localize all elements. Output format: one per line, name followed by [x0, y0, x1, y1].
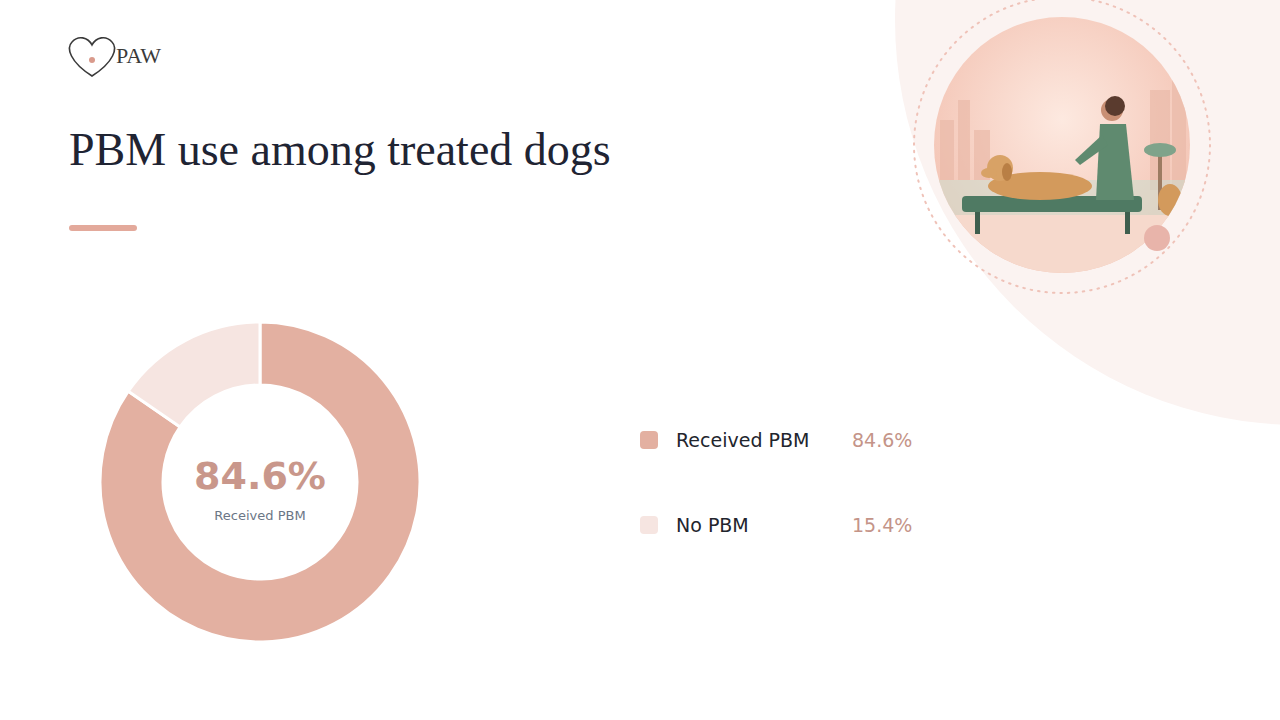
dog-ear	[1002, 163, 1012, 181]
legend: Received PBM 84.6% No PBM 15.4%	[640, 429, 912, 536]
logo-heart	[69, 38, 114, 76]
chart-root: PAWPBM use among treated dogs84.6%Receiv…	[0, 0, 1280, 720]
person-arm	[1075, 135, 1108, 165]
center-label: Received PBM	[214, 508, 305, 523]
person-hair	[1105, 96, 1125, 116]
title-accent	[69, 225, 137, 231]
dog-snout	[981, 168, 997, 178]
illustration-ring	[914, 0, 1210, 293]
canvas: PAWPBM use among treated dogs84.6%Receiv…	[0, 0, 1280, 720]
illustration	[914, 0, 1210, 293]
skyline-building	[958, 100, 970, 180]
palm-leaves	[1144, 143, 1176, 157]
legend-item: Received PBM 84.6%	[640, 429, 912, 451]
donut-slice	[100, 322, 420, 642]
small-dog	[1158, 184, 1182, 216]
title: PBM use among treated dogs	[69, 124, 611, 175]
table-leg	[1125, 212, 1130, 234]
logo-text: PAW	[116, 43, 161, 68]
legend-item: No PBM 15.4%	[640, 514, 912, 536]
legend-swatch	[640, 516, 658, 534]
illustration-dot	[1144, 225, 1170, 251]
background-blob	[895, 0, 1280, 425]
logo-paw	[89, 57, 95, 63]
illustration-scene	[930, 70, 1200, 285]
donut	[100, 322, 420, 642]
ground	[930, 215, 1200, 285]
legend-label: No PBM	[676, 514, 749, 536]
legend-value: 15.4%	[852, 514, 912, 536]
legend-value: 84.6%	[852, 429, 912, 451]
logo: PAW	[69, 38, 161, 76]
table-leg	[975, 212, 980, 234]
donut-slice	[128, 322, 260, 427]
skyline-building	[940, 120, 954, 180]
legend-label: Received PBM	[676, 429, 809, 451]
skyline-building	[1172, 70, 1186, 190]
legend-swatch	[640, 431, 658, 449]
center-value: 84.6%	[194, 454, 326, 498]
